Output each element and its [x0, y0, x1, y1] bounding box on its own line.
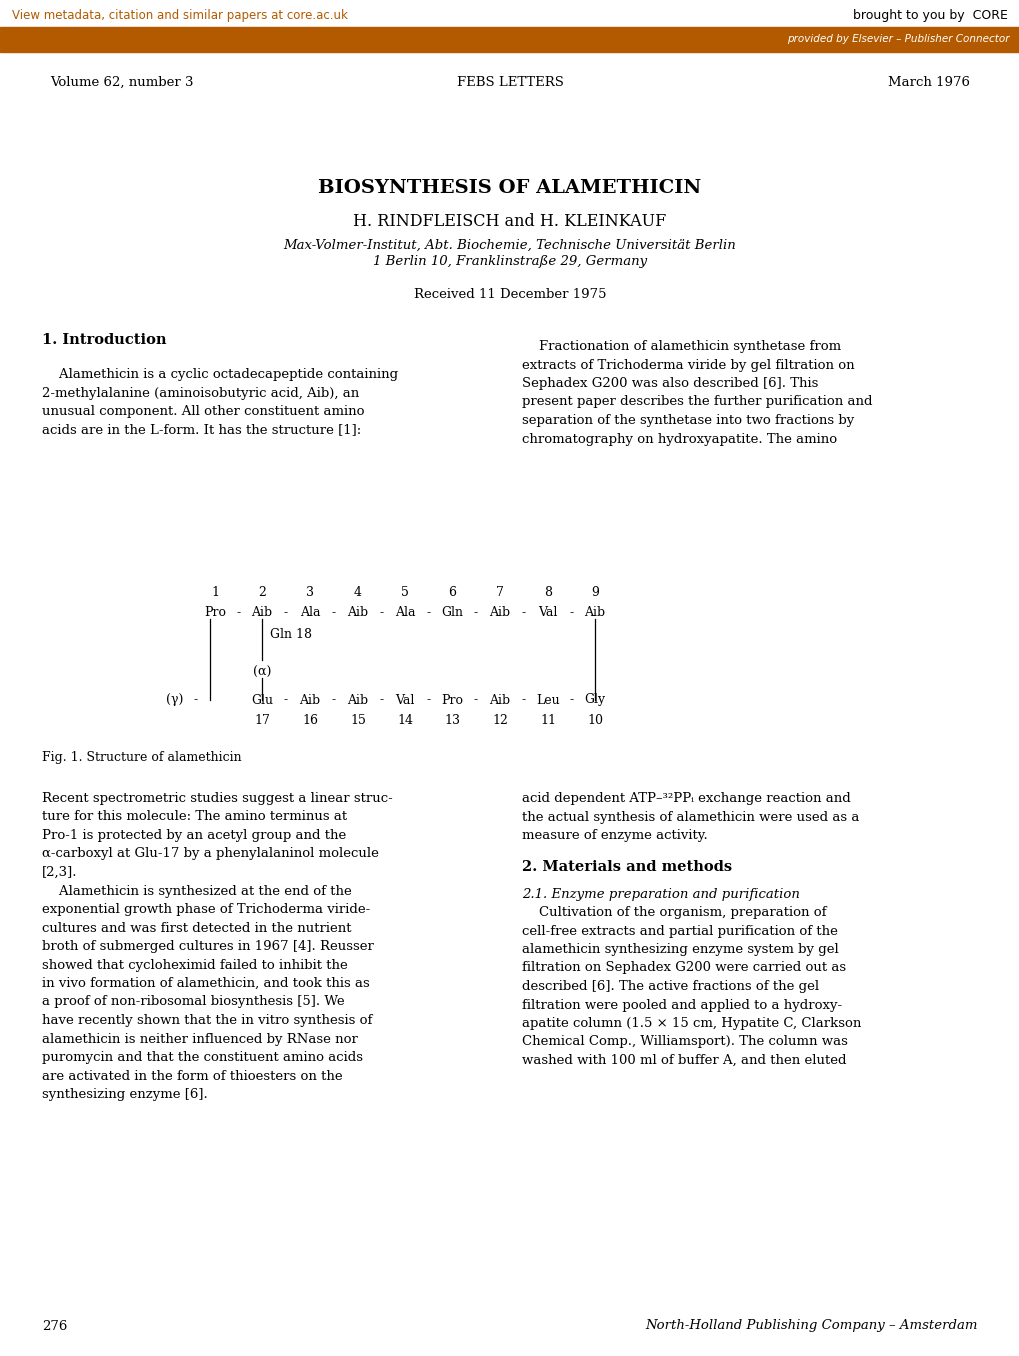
Text: -: -	[194, 693, 198, 706]
Text: Gln 18: Gln 18	[270, 628, 312, 640]
Text: Aib: Aib	[584, 606, 605, 620]
Text: Aib: Aib	[300, 693, 320, 706]
Text: Recent spectrometric studies suggest a linear struc-
ture for this molecule: The: Recent spectrometric studies suggest a l…	[42, 792, 392, 1101]
Text: Val: Val	[395, 693, 415, 706]
Text: 1 Berlin 10, Franklinstraße 29, Germany: 1 Berlin 10, Franklinstraße 29, Germany	[373, 255, 646, 268]
Text: 1. Introduction: 1. Introduction	[42, 334, 166, 347]
Text: -: -	[379, 606, 383, 620]
Text: Pro: Pro	[440, 693, 463, 706]
Text: Glu: Glu	[251, 693, 273, 706]
Text: -: -	[522, 606, 526, 620]
Text: brought to you by  CORE: brought to you by CORE	[852, 9, 1007, 23]
Text: 6: 6	[447, 587, 455, 599]
Text: 5: 5	[400, 587, 409, 599]
Text: 3: 3	[306, 587, 314, 599]
Text: 2.1. Enzyme preparation and purification: 2.1. Enzyme preparation and purification	[522, 888, 799, 900]
Text: 276: 276	[42, 1319, 67, 1333]
Text: BIOSYNTHESIS OF ALAMETHICIN: BIOSYNTHESIS OF ALAMETHICIN	[318, 179, 701, 197]
Text: 1: 1	[211, 587, 219, 599]
Text: Cultivation of the organism, preparation of
cell-free extracts and partial purif: Cultivation of the organism, preparation…	[522, 906, 860, 1067]
Text: 15: 15	[350, 713, 366, 727]
Text: provided by Elsevier – Publisher Connector: provided by Elsevier – Publisher Connect…	[787, 34, 1009, 43]
Text: -: -	[379, 693, 383, 706]
Text: Aib: Aib	[252, 606, 272, 620]
Text: -: -	[331, 606, 335, 620]
Text: FEBS LETTERS: FEBS LETTERS	[457, 76, 562, 88]
Text: 13: 13	[443, 713, 460, 727]
Text: 2: 2	[258, 587, 266, 599]
Text: 2. Materials and methods: 2. Materials and methods	[522, 860, 732, 875]
Text: 7: 7	[495, 587, 503, 599]
Text: Volume 62, number 3: Volume 62, number 3	[50, 76, 194, 88]
Text: H. RINDFLEISCH and H. KLEINKAUF: H. RINDFLEISCH and H. KLEINKAUF	[353, 213, 666, 231]
Text: Aib: Aib	[347, 606, 368, 620]
Text: -: -	[426, 693, 430, 706]
Text: Max-Volmer-Institut, Abt. Biochemie, Technische Universität Berlin: Max-Volmer-Institut, Abt. Biochemie, Tec…	[283, 239, 736, 251]
Text: 4: 4	[354, 587, 362, 599]
Text: -: -	[569, 693, 573, 706]
Text: Gln: Gln	[440, 606, 463, 620]
Text: acid dependent ATP–³²PPᵢ exchange reaction and
the actual synthesis of alamethic: acid dependent ATP–³²PPᵢ exchange reacti…	[522, 792, 859, 842]
Text: Pro: Pro	[204, 606, 226, 620]
Text: (γ): (γ)	[166, 693, 183, 706]
Text: Gly: Gly	[584, 693, 605, 706]
Text: 14: 14	[396, 713, 413, 727]
Text: Leu: Leu	[536, 693, 559, 706]
Text: Aib: Aib	[347, 693, 368, 706]
Text: -: -	[236, 606, 240, 620]
Text: -: -	[283, 693, 287, 706]
Text: Ala: Ala	[300, 606, 320, 620]
Text: -: -	[474, 606, 478, 620]
Text: North-Holland Publishing Company – Amsterdam: North-Holland Publishing Company – Amste…	[645, 1319, 977, 1333]
Text: -: -	[569, 606, 573, 620]
Text: 12: 12	[491, 713, 507, 727]
Text: March 1976: March 1976	[888, 76, 969, 88]
Text: Ala: Ala	[394, 606, 415, 620]
Text: 16: 16	[302, 713, 318, 727]
Text: 10: 10	[586, 713, 602, 727]
Text: 9: 9	[590, 587, 598, 599]
Text: Val: Val	[538, 606, 557, 620]
Text: -: -	[426, 606, 430, 620]
Text: Alamethicin is a cyclic octadecapeptide containing
2-methylalanine (aminoisobuty: Alamethicin is a cyclic octadecapeptide …	[42, 367, 397, 437]
Text: View metadata, citation and similar papers at core.ac.uk: View metadata, citation and similar pape…	[12, 9, 347, 23]
Text: -: -	[474, 693, 478, 706]
Bar	[0, 27, 1019, 52]
Text: -: -	[522, 693, 526, 706]
Text: Fig. 1. Structure of alamethicin: Fig. 1. Structure of alamethicin	[42, 751, 242, 765]
Text: 17: 17	[254, 713, 270, 727]
Text: Fractionation of alamethicin synthetase from
extracts of Trichoderma viride by g: Fractionation of alamethicin synthetase …	[522, 340, 871, 446]
Text: Aib: Aib	[489, 693, 511, 706]
Text: 8: 8	[543, 587, 551, 599]
Text: -: -	[283, 606, 287, 620]
Text: 11: 11	[539, 713, 555, 727]
Text: Received 11 December 1975: Received 11 December 1975	[414, 287, 605, 301]
Text: (α): (α)	[253, 666, 271, 678]
Text: Aib: Aib	[489, 606, 511, 620]
Text: -: -	[331, 693, 335, 706]
